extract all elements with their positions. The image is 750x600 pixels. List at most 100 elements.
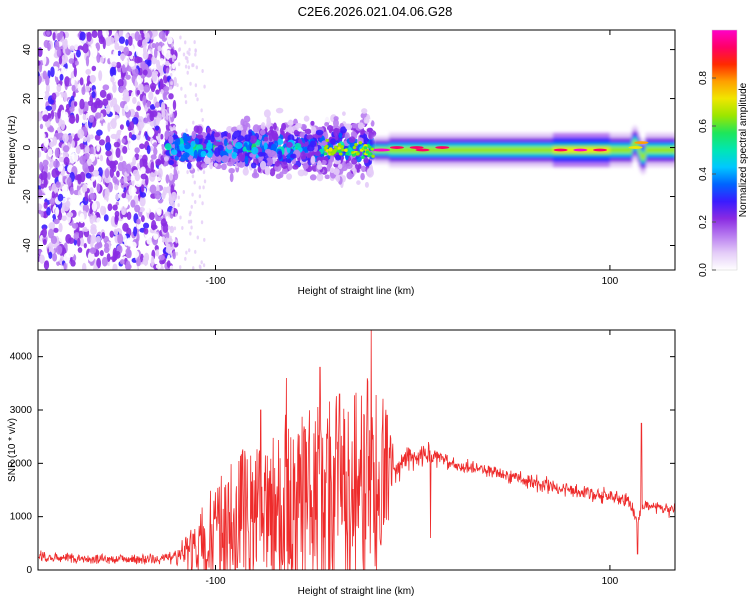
spectrogram-cell	[408, 147, 412, 153]
spectrogram-cell	[231, 151, 237, 159]
spectrogram-cell	[617, 147, 621, 153]
spectrogram-cell	[302, 162, 309, 170]
spectrogram-cell	[111, 97, 118, 107]
spectrogram-cell	[105, 150, 113, 157]
snr-x-axis-label: Height of straight line (km)	[298, 586, 415, 597]
spectrogram-cell	[106, 93, 111, 101]
spectrogram-cell	[344, 148, 348, 153]
spectrogram-cell	[128, 60, 135, 67]
spectrogram-cell	[281, 167, 288, 175]
spectrogram-cell	[169, 54, 173, 59]
spectrogram-cell	[162, 222, 169, 233]
spectrogram-cell	[141, 179, 145, 185]
spectrogram-cell	[370, 120, 375, 127]
spectrogram-cell	[252, 124, 261, 133]
spectrogram-cell	[40, 171, 48, 181]
spectrogram-cell	[70, 77, 75, 86]
spectrogram-cell	[109, 230, 114, 238]
spectrogram-cell	[177, 170, 180, 175]
spectrogram-cell	[77, 247, 83, 253]
spectrogram-cell	[615, 147, 619, 153]
spectrogram-cell	[39, 254, 45, 264]
spectrogram-cell	[338, 132, 343, 139]
spectrogram-cell	[155, 249, 160, 257]
spectrogram-cell	[368, 152, 373, 156]
spectrogram-cell	[58, 222, 63, 233]
spectrogram-cell	[142, 51, 149, 60]
spectrogram-cell	[116, 170, 120, 178]
spectrogram-cell	[448, 147, 451, 153]
spectrogram-cell	[251, 146, 259, 155]
spectrogram-cell	[47, 171, 51, 180]
spectrogram-cell	[149, 111, 155, 122]
spectrogram-cell	[590, 147, 593, 153]
spectrogram-cell	[570, 147, 574, 153]
spectrogram-cell	[62, 133, 69, 143]
spectrogram-cell	[357, 122, 364, 130]
spectrogram-cell	[135, 47, 141, 57]
spectrogram-cell	[177, 203, 180, 208]
spectrogram-cell	[217, 144, 224, 151]
spectrogram-cell	[249, 135, 257, 144]
spectrogram-cell	[460, 147, 463, 153]
spectrogram-cell	[154, 190, 162, 200]
spectrogram-cell	[139, 246, 144, 252]
spectrogram-cell	[341, 148, 345, 152]
spectrogram-cell	[66, 176, 72, 187]
snr-series-line	[38, 330, 675, 570]
spectrogram-cell	[43, 164, 48, 170]
spectrogram-cell	[41, 227, 47, 238]
snr-y-ticks: 0 1000 2000 3000 4000	[10, 352, 675, 576]
spectrogram-cell	[94, 134, 101, 141]
spectrogram-cell	[89, 192, 96, 200]
spectrogram-cell	[202, 263, 206, 268]
spectrogram-cell	[259, 129, 266, 136]
y-tick-label: 2000	[10, 458, 33, 469]
spectrogram-cell	[186, 59, 189, 64]
spectrogram-cell	[546, 147, 550, 153]
spectrogram-cell	[153, 72, 158, 82]
spectrogram-cell	[149, 82, 157, 91]
spectrogram-cell	[148, 128, 154, 138]
spectrogram-cell	[160, 158, 165, 165]
spectrogram-cell	[38, 60, 41, 66]
spectrogram-cell	[156, 144, 162, 152]
spectrogram-cell	[94, 243, 100, 250]
spectrogram-cell	[568, 147, 572, 153]
spectrogram-cell	[165, 121, 168, 126]
spectrogram-cell	[169, 265, 174, 270]
spectrogram-cell	[175, 239, 178, 244]
spectrogram-cell	[175, 137, 181, 146]
spectrogram-cell	[177, 195, 180, 200]
spectrogram-cell	[79, 77, 84, 86]
spectrogram-cell	[335, 174, 341, 183]
x-tick-label: 100	[602, 576, 619, 587]
spectrogram-cell	[450, 147, 453, 153]
spectrogram-y-ticks: -40 -20 0 20 40	[22, 44, 675, 253]
spectrogram-cell	[156, 208, 162, 216]
spectrogram-cell	[131, 116, 139, 125]
spectrogram-cell	[117, 233, 124, 245]
spectrogram-cell	[128, 184, 134, 196]
spectrogram-cell	[149, 172, 156, 182]
spectrogram-cell	[487, 147, 491, 153]
spectrogram-cell	[267, 129, 275, 136]
spectrogram-cell	[475, 147, 479, 153]
spectrogram-cell	[619, 147, 623, 153]
spectrogram-cell	[345, 162, 353, 169]
spectrogram-cell	[179, 143, 185, 152]
spectrogram-cell	[340, 145, 344, 149]
spectrogram-cell	[263, 109, 271, 118]
spectrogram-cell	[157, 237, 163, 243]
spectrogram-cell	[161, 236, 166, 243]
spectrogram-cell	[171, 207, 175, 212]
spectrogram-cell	[184, 64, 188, 69]
spectrogram-cell	[364, 181, 369, 188]
spectrogram-cell	[436, 147, 439, 153]
spectrogram-cell	[531, 147, 534, 153]
spectrogram-cell	[332, 150, 336, 155]
spectrogram-cell	[114, 184, 119, 191]
spectrogram-cell	[106, 253, 111, 262]
spectrogram-cell	[242, 147, 247, 152]
spectrogram-cell	[99, 154, 104, 162]
